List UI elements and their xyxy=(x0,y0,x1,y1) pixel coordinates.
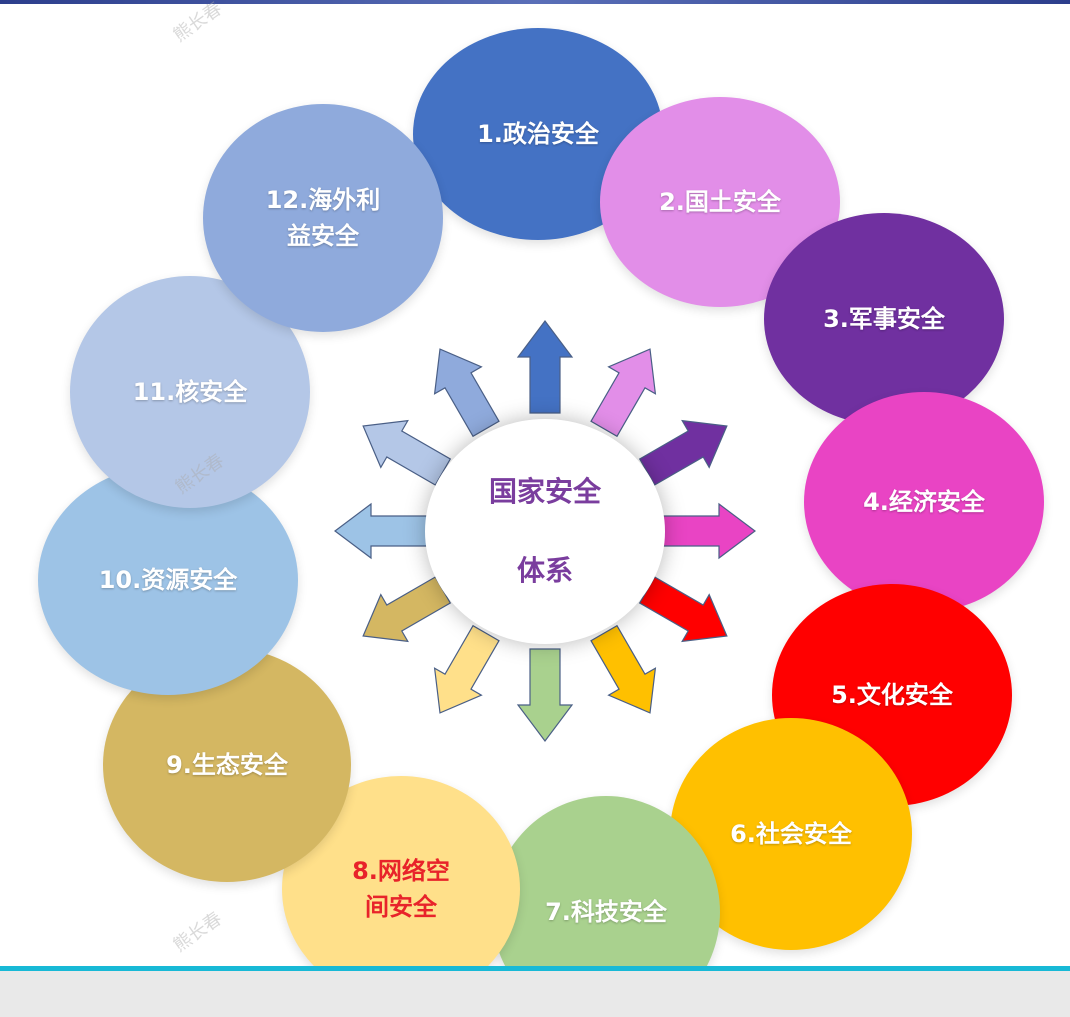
arrow-11 xyxy=(362,419,452,486)
arrow-6 xyxy=(590,624,657,714)
diagram: 1.政治安全 2.国土安全 3.军事安全 4.经济安全 5.文化安全 6.社会安… xyxy=(38,0,1044,966)
divider-line xyxy=(0,966,1070,971)
center-title-line2: 体系 xyxy=(516,553,573,587)
petal-overseas-interests: 12.海外利 益安全 xyxy=(203,104,443,332)
arrow-7 xyxy=(516,648,574,742)
footer-bar xyxy=(0,971,1070,1017)
arrow-5 xyxy=(638,576,728,643)
petal-nuclear: 11.核安全 xyxy=(70,276,310,508)
arrow-2 xyxy=(590,348,657,438)
arrow-ring xyxy=(334,320,756,742)
arrow-4 xyxy=(662,502,756,560)
arrow-9 xyxy=(362,576,452,643)
petal-military: 3.军事安全 xyxy=(764,213,1004,425)
arrow-3 xyxy=(638,419,728,486)
arrow-8 xyxy=(433,624,500,714)
petal-technology: 7.科技安全 xyxy=(492,796,720,966)
petal-economic: 4.经济安全 xyxy=(804,392,1044,612)
arrow-1 xyxy=(516,320,574,414)
arrow-12 xyxy=(433,348,500,438)
arrow-10 xyxy=(334,502,428,560)
top-band xyxy=(0,0,1070,4)
center-circle: 国家安全 体系 xyxy=(425,419,665,644)
center-title-line1: 国家安全 xyxy=(488,475,601,509)
